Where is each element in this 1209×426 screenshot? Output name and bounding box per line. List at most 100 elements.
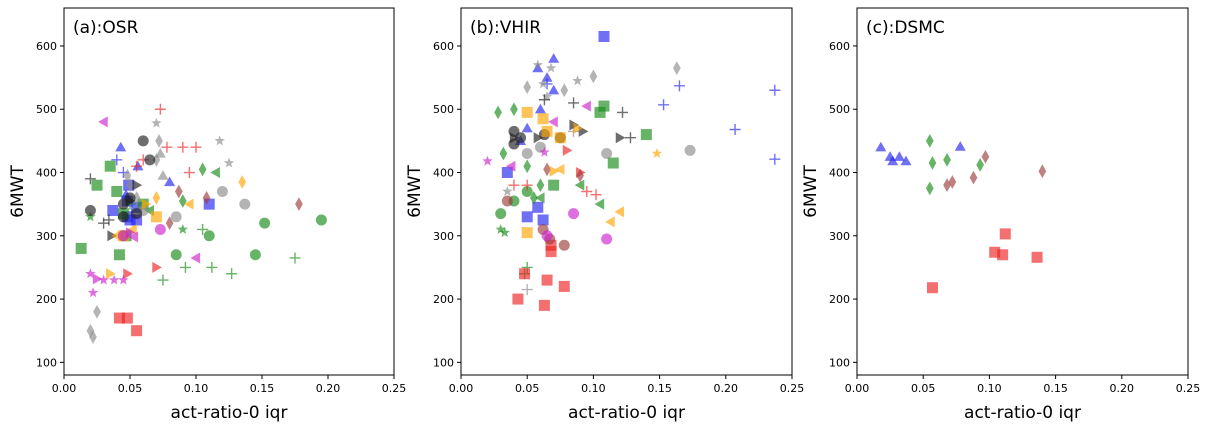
y-tick-label: 100 <box>829 356 850 369</box>
x-tick-label: 0.25 <box>780 382 805 395</box>
y-tick-label: 400 <box>36 167 57 180</box>
blue-square-point <box>131 214 143 226</box>
black-circle-point <box>137 135 149 147</box>
green-diamond-point <box>925 134 934 148</box>
y-tick-label: 500 <box>36 103 57 116</box>
green-diamond-point <box>529 190 538 205</box>
magenta-star-point <box>85 268 96 279</box>
x-tick-label: 0.20 <box>1110 382 1135 395</box>
x-axis-label: act-ratio-0 iqr <box>964 403 1081 423</box>
orange-triangle-right-point <box>549 165 560 177</box>
red-square-point <box>545 239 557 251</box>
orange-square-point <box>541 125 553 137</box>
red-square-point <box>121 312 133 324</box>
green-diamond-point <box>178 194 187 208</box>
x-tick-label: 0.00 <box>845 382 870 395</box>
y-tick-label: 200 <box>829 293 850 306</box>
orange-square-point <box>150 211 162 223</box>
orange-triangle-left-point <box>183 198 194 210</box>
y-tick-label: 200 <box>433 293 454 306</box>
magenta-triangle-left-point <box>548 116 558 128</box>
gray-diamond-point <box>560 83 569 98</box>
blue-triangle-up-point <box>900 155 912 166</box>
magenta-triangle-left-point <box>190 252 201 264</box>
blue-triangle-up-point <box>532 62 544 73</box>
green-plus-point <box>157 274 169 286</box>
y-tick-label: 400 <box>829 167 850 180</box>
green-diamond-point <box>536 178 545 193</box>
gray-star-point <box>541 91 553 102</box>
brown-diamond-point <box>1038 164 1047 179</box>
panel-title: (a):OSR <box>73 18 139 38</box>
y-axis-label: 6MWT <box>8 165 28 218</box>
red-plus-point <box>131 160 143 172</box>
red-plus-point <box>154 103 166 115</box>
gray-triangle-up-point <box>154 148 166 158</box>
blue-triangle-up-point <box>534 103 546 114</box>
black-plus-point <box>84 173 96 185</box>
green-square-point <box>111 186 123 197</box>
y-tick-label: 600 <box>433 40 454 53</box>
red-square-point <box>131 325 143 337</box>
red-plus-point <box>521 179 533 191</box>
magenta-triangle-right-point <box>125 227 136 239</box>
blue-square-point <box>521 211 533 223</box>
gray-triangle-up-point <box>157 170 169 180</box>
black-triangle-right-point <box>533 132 544 144</box>
x-tick-label: 0.10 <box>184 382 209 395</box>
green-circle-point <box>249 249 261 261</box>
x-tick-label: 0.05 <box>118 382 143 395</box>
blue-plus-point <box>729 123 741 135</box>
red-plus-point <box>581 186 593 197</box>
gray-circle-point <box>239 198 251 210</box>
gray-diamond-point <box>672 61 681 75</box>
x-tick-label: 0.10 <box>977 382 1002 395</box>
x-tick-label: 0.25 <box>1176 382 1201 395</box>
magenta-star-point <box>539 146 550 157</box>
blue-triangle-up-point <box>875 141 887 152</box>
y-tick-label: 100 <box>433 356 454 369</box>
magenta-circle-point <box>568 208 580 220</box>
green-diamond-point <box>928 156 937 170</box>
panel-osr: (a):OSR act-ratio-0 iqr 6MWT 0.00 0.05 0.1… <box>8 7 406 423</box>
blue-plus-point <box>673 80 685 92</box>
green-star-point <box>177 223 189 234</box>
x-tick-label: 0.10 <box>581 382 606 395</box>
green-circle-point <box>315 214 327 226</box>
gray-circle-point <box>684 144 696 156</box>
green-diamond-point <box>499 146 508 161</box>
y-tick-label: 400 <box>433 167 454 180</box>
gray-star-point <box>214 135 225 146</box>
brown-diamond-point <box>174 184 183 199</box>
red-triangle-right-point <box>123 268 133 280</box>
red-square-point <box>113 312 125 324</box>
green-diamond-point <box>510 102 518 117</box>
magenta-star-point <box>118 274 129 285</box>
orange-square-point <box>521 106 533 118</box>
y-tick-label: 300 <box>829 230 850 243</box>
x-tick-label: 0.15 <box>647 382 672 395</box>
black-triangle-right-point <box>125 195 136 207</box>
y-tick-label: 200 <box>36 293 57 306</box>
magenta-star-point <box>98 274 109 285</box>
gray-diamond-point <box>589 69 598 84</box>
gray-circle-point <box>170 211 182 223</box>
brown-diamond-point <box>948 175 957 189</box>
plot-area <box>856 7 1189 376</box>
ticks: 0.00 0.05 0.10 0.15 0.20 0.25 100 200 300 400 500 6… <box>433 40 804 395</box>
green-triangle-left-point <box>574 179 585 191</box>
y-tick-label: 600 <box>829 40 850 53</box>
magenta-triangle-left-point <box>505 160 516 172</box>
green-square-point <box>598 100 610 112</box>
magenta-star-point <box>87 287 99 298</box>
green-plus-point <box>197 223 209 235</box>
panel-vhir: (b):VHIR act-ratio-0 iqr 6MWT 0.00 0.05 0.… <box>405 7 804 423</box>
green-square-point <box>113 249 125 261</box>
blue-plus-point <box>769 84 781 96</box>
x-tick-label: 0.20 <box>714 382 739 395</box>
red-plus-point <box>177 141 189 153</box>
green-circle-point <box>495 208 507 220</box>
magenta-triangle-left-point <box>98 116 108 128</box>
brown-circle-point <box>558 239 570 251</box>
black-circle-point <box>84 204 96 216</box>
